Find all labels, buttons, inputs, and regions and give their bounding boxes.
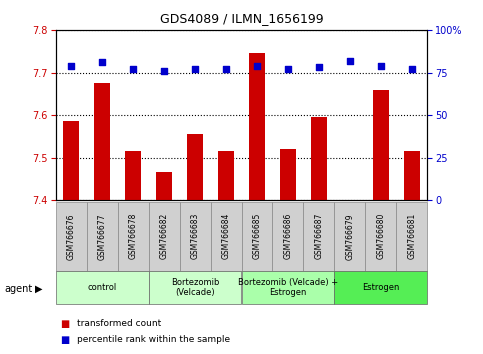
Text: GSM766684: GSM766684 [222, 213, 230, 259]
Bar [242, 202, 272, 271]
Bar [156, 172, 172, 200]
Bar [366, 202, 397, 271]
Text: GSM766679: GSM766679 [345, 213, 355, 259]
Text: ■: ■ [60, 319, 70, 329]
Point [160, 68, 168, 74]
Bar [211, 202, 242, 271]
Text: Bortezomib (Velcade) +
Estrogen: Bortezomib (Velcade) + Estrogen [238, 278, 338, 297]
Point [346, 58, 354, 63]
Bar [56, 202, 86, 271]
Point [315, 65, 323, 70]
Text: GSM766683: GSM766683 [190, 213, 199, 259]
Bar [180, 202, 211, 271]
Point [377, 63, 385, 69]
Bar [187, 134, 203, 200]
Point [222, 66, 230, 72]
Bar [334, 271, 427, 304]
Bar [125, 151, 141, 200]
Point [67, 63, 75, 69]
Bar [404, 151, 420, 200]
Text: Estrogen: Estrogen [362, 283, 399, 292]
Point [253, 63, 261, 69]
Text: ▶: ▶ [35, 284, 43, 293]
Text: control: control [87, 283, 117, 292]
Text: GSM766686: GSM766686 [284, 213, 293, 259]
Text: GDS4089 / ILMN_1656199: GDS4089 / ILMN_1656199 [160, 12, 323, 25]
Text: GSM766677: GSM766677 [98, 213, 107, 259]
Text: Bortezomib
(Velcade): Bortezomib (Velcade) [171, 278, 219, 297]
Text: GSM766676: GSM766676 [67, 213, 75, 259]
Bar [373, 90, 389, 200]
Text: ■: ■ [60, 335, 70, 345]
Text: GSM766681: GSM766681 [408, 213, 416, 259]
Text: transformed count: transformed count [77, 319, 161, 329]
Bar [334, 202, 366, 271]
Bar [280, 149, 296, 200]
Text: GSM766687: GSM766687 [314, 213, 324, 259]
Bar [303, 202, 334, 271]
Text: GSM766680: GSM766680 [376, 213, 385, 259]
Point [408, 66, 416, 72]
Text: GSM766685: GSM766685 [253, 213, 261, 259]
Bar [86, 202, 117, 271]
Bar [56, 271, 149, 304]
Point [284, 66, 292, 72]
Text: GSM766682: GSM766682 [159, 213, 169, 259]
Bar [117, 202, 149, 271]
Bar [63, 121, 79, 200]
Text: percentile rank within the sample: percentile rank within the sample [77, 335, 230, 344]
Point [191, 66, 199, 72]
Bar [94, 83, 110, 200]
Bar [397, 202, 427, 271]
Point [129, 66, 137, 72]
Bar [218, 151, 234, 200]
Text: agent: agent [5, 284, 33, 293]
Bar [272, 202, 303, 271]
Bar [242, 271, 334, 304]
Bar [149, 202, 180, 271]
Point [98, 59, 106, 65]
Bar [149, 271, 242, 304]
Text: GSM766678: GSM766678 [128, 213, 138, 259]
Bar [249, 53, 265, 200]
Bar [311, 117, 327, 200]
